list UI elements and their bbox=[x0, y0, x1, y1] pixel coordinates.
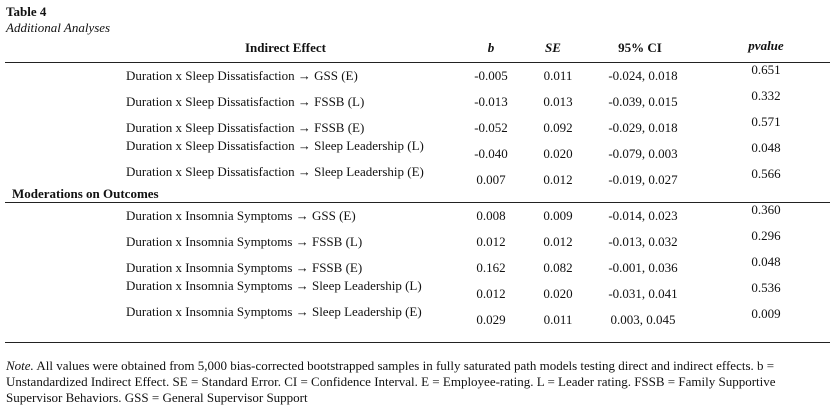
ci-cell: -0.019, 0.027 bbox=[608, 172, 678, 187]
se-cell: 0.020 bbox=[543, 286, 573, 301]
indirect-effect-cell: Duration x Sleep Dissatisfaction → Sleep… bbox=[126, 164, 424, 179]
table-row: Duration x Sleep Dissatisfaction → FSSB … bbox=[0, 89, 836, 115]
section-rule bbox=[5, 202, 830, 203]
pvalue-cell: 0.296 bbox=[751, 228, 781, 243]
table-row: Duration x Sleep Dissatisfaction → FSSB … bbox=[0, 115, 836, 141]
table-note: Note. All values were obtained from 5,00… bbox=[6, 358, 826, 406]
se-cell: 0.092 bbox=[543, 120, 573, 135]
b-cell: 0.012 bbox=[476, 234, 506, 249]
table-row: Duration x Insomnia Symptoms → Sleep Lea… bbox=[0, 278, 836, 307]
se-cell: 0.009 bbox=[543, 208, 573, 223]
group-label: Moderations on Outcomes bbox=[12, 186, 159, 201]
header-se: SE bbox=[545, 40, 561, 55]
table-row: Duration x Sleep Dissatisfaction → Sleep… bbox=[0, 164, 836, 193]
header-pvalue: pvalue bbox=[748, 38, 784, 53]
note-label: Note. bbox=[6, 358, 34, 373]
table-row: Duration x Insomnia Symptoms → FSSB (E) 0… bbox=[0, 255, 836, 281]
ci-cell: -0.029, 0.018 bbox=[608, 120, 678, 135]
pvalue-cell: 0.332 bbox=[751, 88, 781, 103]
header-rule bbox=[5, 62, 830, 63]
b-cell: -0.005 bbox=[474, 68, 508, 83]
pvalue-cell: 0.048 bbox=[751, 140, 781, 155]
table-row: Duration x Insomnia Symptoms → FSSB (L) 0… bbox=[0, 229, 836, 255]
indirect-effect-cell: Duration x Insomnia Symptoms → FSSB (L) bbox=[126, 234, 363, 249]
header-ci: 95% CI bbox=[618, 40, 662, 55]
ci-cell: -0.013, 0.032 bbox=[608, 234, 678, 249]
b-cell: 0.007 bbox=[476, 172, 506, 187]
b-cell: 0.012 bbox=[476, 286, 506, 301]
indirect-effect-cell: Duration x Sleep Dissatisfaction → GSS (… bbox=[126, 68, 358, 83]
pvalue-cell: 0.009 bbox=[751, 306, 781, 321]
table-row: Duration x Sleep Dissatisfaction → Sleep… bbox=[0, 138, 836, 167]
note-text: All values were obtained from 5,000 bias… bbox=[6, 358, 776, 405]
bottom-rule bbox=[5, 342, 830, 343]
se-cell: 0.011 bbox=[543, 312, 573, 327]
header-indirect-effect: Indirect Effect bbox=[245, 40, 326, 55]
ci-cell: -0.079, 0.003 bbox=[608, 146, 678, 161]
pvalue-cell: 0.571 bbox=[751, 114, 781, 129]
header-b: b bbox=[487, 40, 495, 55]
table-subtitle: Additional Analyses bbox=[6, 20, 111, 35]
ci-cell: -0.014, 0.023 bbox=[608, 208, 678, 223]
se-cell: 0.020 bbox=[543, 146, 573, 161]
table-row: Duration x Insomnia Symptoms → GSS (E) 0.… bbox=[0, 203, 836, 229]
indirect-effect-cell: Duration x Sleep Dissatisfaction → FSSB … bbox=[126, 94, 365, 109]
se-cell: 0.012 bbox=[543, 234, 573, 249]
se-cell: 0.011 bbox=[543, 68, 573, 83]
table-label: Table 4 bbox=[6, 4, 47, 19]
ci-cell: -0.039, 0.015 bbox=[608, 94, 678, 109]
b-cell: 0.029 bbox=[476, 312, 506, 327]
b-cell: 0.008 bbox=[476, 208, 506, 223]
pvalue-cell: 0.360 bbox=[751, 202, 781, 217]
pvalue-cell: 0.536 bbox=[751, 280, 781, 295]
indirect-effect-cell: Duration x Insomnia Symptoms → Sleep Lea… bbox=[126, 304, 422, 319]
b-cell: -0.052 bbox=[474, 120, 508, 135]
pvalue-cell: 0.651 bbox=[751, 62, 781, 77]
se-cell: 0.013 bbox=[543, 94, 573, 109]
ci-cell: 0.003, 0.045 bbox=[610, 312, 676, 327]
indirect-effect-cell: Duration x Insomnia Symptoms → GSS (E) bbox=[126, 208, 356, 223]
table-row: Duration x Sleep Dissatisfaction → GSS (… bbox=[0, 63, 836, 89]
ci-cell: -0.001, 0.036 bbox=[608, 260, 678, 275]
b-cell: -0.013 bbox=[474, 94, 508, 109]
indirect-effect-cell: Duration x Sleep Dissatisfaction → Sleep… bbox=[126, 138, 424, 153]
pvalue-cell: 0.566 bbox=[751, 166, 781, 181]
indirect-effect-cell: Duration x Sleep Dissatisfaction → FSSB … bbox=[126, 120, 365, 135]
ci-cell: -0.031, 0.041 bbox=[608, 286, 678, 301]
se-cell: 0.082 bbox=[543, 260, 573, 275]
indirect-effect-cell: Duration x Insomnia Symptoms → Sleep Lea… bbox=[126, 278, 422, 293]
pvalue-cell: 0.048 bbox=[751, 254, 781, 269]
se-cell: 0.012 bbox=[543, 172, 573, 187]
indirect-effect-cell: Duration x Insomnia Symptoms → FSSB (E) bbox=[126, 260, 363, 275]
table-row: Duration x Insomnia Symptoms → Sleep Lea… bbox=[0, 304, 836, 333]
b-cell: 0.162 bbox=[476, 260, 506, 275]
b-cell: -0.040 bbox=[474, 146, 508, 161]
ci-cell: -0.024, 0.018 bbox=[608, 68, 678, 83]
